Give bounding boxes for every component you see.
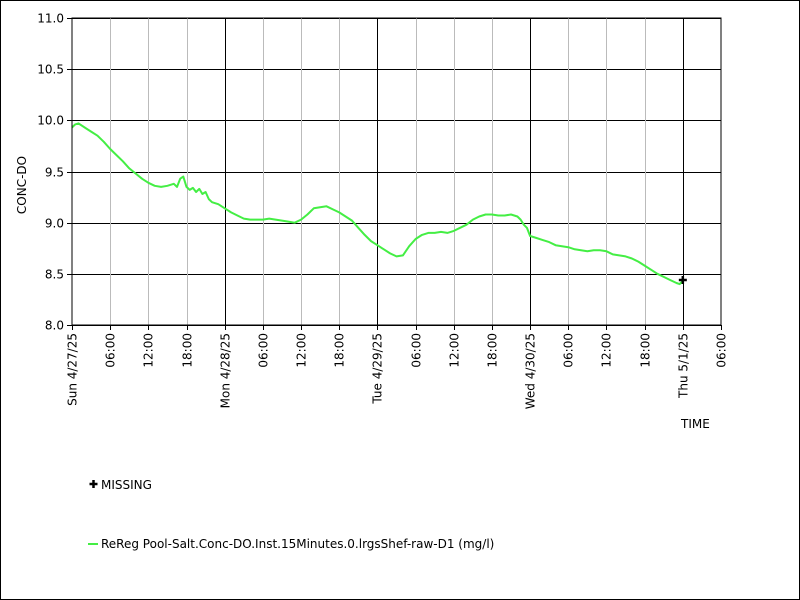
x-axis-title: TIME xyxy=(680,417,710,431)
missing-marker xyxy=(678,275,687,284)
x-hour-label: 06:00 xyxy=(104,333,118,368)
marker-layer xyxy=(678,275,687,284)
legend: MISSING ReReg Pool-Salt.Conc-DO.Inst.15M… xyxy=(88,478,494,551)
y-tick-label: 11.0 xyxy=(37,12,64,26)
x-day-label: Tue 4/29/25 xyxy=(371,333,385,405)
legend-series-entry: ReReg Pool-Salt.Conc-DO.Inst.15Minutes.0… xyxy=(88,537,494,551)
y-tick-label: 9.5 xyxy=(45,166,64,180)
x-hour-label: 06:00 xyxy=(410,333,424,368)
x-hour-label: 18:00 xyxy=(486,333,500,368)
x-day-label: Sun 4/27/25 xyxy=(66,333,80,406)
y-tick-label: 10.5 xyxy=(37,63,64,77)
y-tick-label: 8.0 xyxy=(45,319,64,333)
x-hour-label: 12:00 xyxy=(448,333,462,368)
legend-series-label: ReReg Pool-Salt.Conc-DO.Inst.15Minutes.0… xyxy=(101,537,494,551)
legend-missing-entry: MISSING xyxy=(89,478,152,492)
y-tick-label: 9.0 xyxy=(45,217,64,231)
x-day-label: Thu 5/1/25 xyxy=(677,333,691,399)
y-axis-title: CONC-DO xyxy=(15,156,29,214)
x-hour-label: 12:00 xyxy=(295,333,309,368)
legend-missing-marker xyxy=(89,480,98,488)
x-hour-label: 18:00 xyxy=(181,333,195,368)
grid-layer xyxy=(72,18,721,326)
x-hour-label: 12:00 xyxy=(600,333,614,368)
y-tick-label: 10.0 xyxy=(37,114,64,128)
tick-layer: 8.0 8.5 9.0 9.5 10.0 10.5 11.0 Sun 4/27/25 06:00… xyxy=(37,12,728,410)
series-line xyxy=(71,122,684,286)
x-hour-label: 06:00 xyxy=(562,333,576,368)
x-hour-label: 18:00 xyxy=(639,333,653,368)
x-hour-label: 06:00 xyxy=(715,333,729,368)
x-day-label: Mon 4/28/25 xyxy=(219,333,233,408)
plot-border xyxy=(71,17,722,326)
legend-missing-label: MISSING xyxy=(101,478,152,492)
x-hour-label: 18:00 xyxy=(333,333,347,368)
x-hour-label: 12:00 xyxy=(142,333,156,368)
x-hour-label: 06:00 xyxy=(257,333,271,368)
series-layer xyxy=(71,122,684,286)
y-tick-label: 8.5 xyxy=(45,268,64,282)
x-day-label: Wed 4/30/25 xyxy=(524,333,538,409)
